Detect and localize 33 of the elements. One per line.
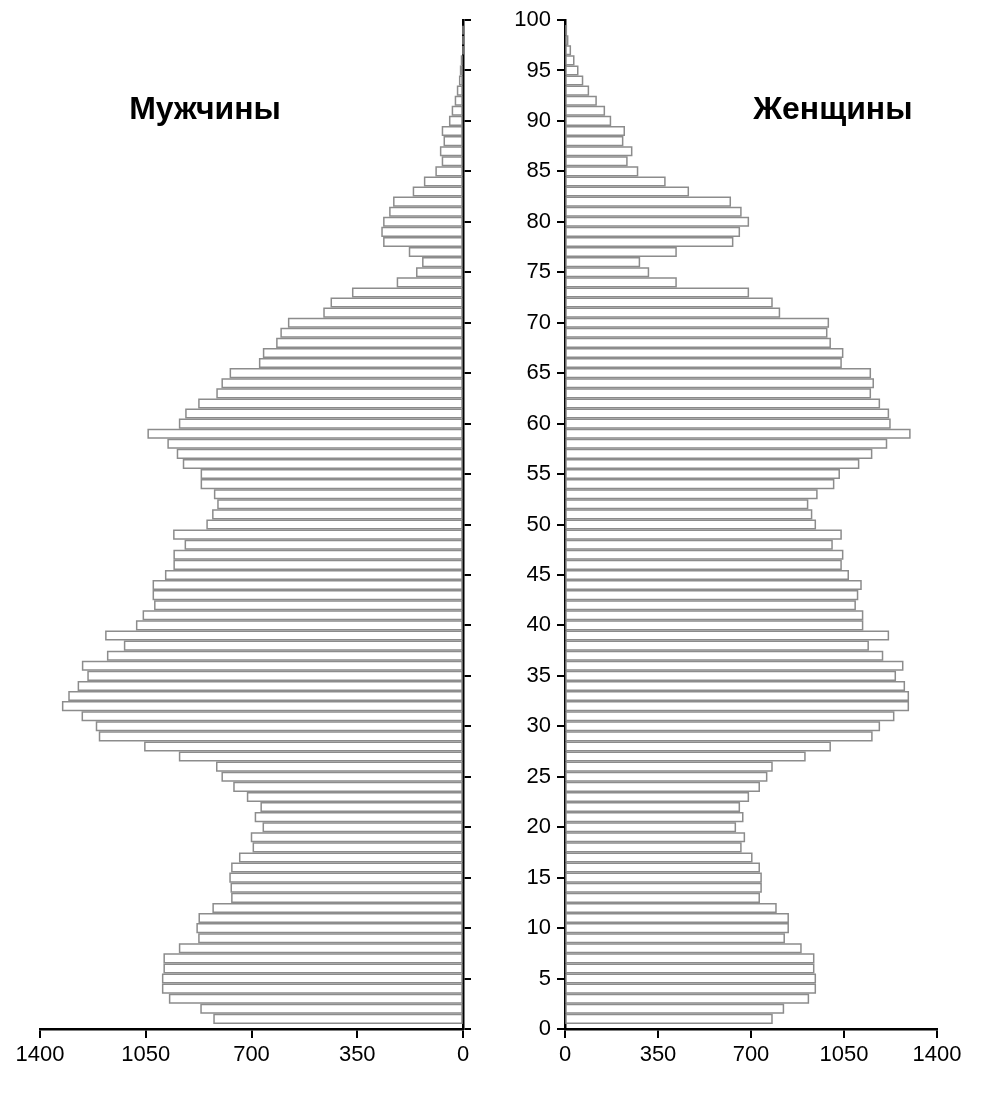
x-tick-label: 1400 — [912, 1041, 962, 1067]
text: Мужчины — [129, 89, 281, 126]
y-tick-label: 25 — [526, 762, 551, 788]
text: Женщины — [752, 89, 913, 126]
x-tick-label: 0 — [558, 1041, 572, 1067]
y-tick-label: 5 — [538, 964, 551, 990]
y-tick-label: 60 — [526, 409, 551, 435]
x-tick-label: 700 — [233, 1041, 270, 1067]
y-tick-label: 85 — [526, 157, 551, 183]
x-tick-label: 0 — [456, 1041, 470, 1067]
y-tick-label: 45 — [526, 561, 551, 587]
y-tick-label: 35 — [526, 661, 551, 687]
y-tick-label: 40 — [526, 611, 551, 637]
y-tick-label: 0 — [538, 1015, 551, 1041]
y-tick-label: 20 — [526, 813, 551, 839]
y-tick-label: 50 — [526, 510, 551, 536]
x-tick-label: 1050 — [819, 1041, 869, 1067]
y-tick-label: 80 — [526, 207, 551, 233]
y-tick-label: 100 — [514, 6, 551, 32]
x-tick-label: 1050 — [121, 1041, 171, 1067]
x-tick-label: 700 — [732, 1041, 770, 1067]
x-tick-label: 1400 — [15, 1041, 65, 1067]
x-tick-label: 350 — [338, 1041, 376, 1067]
y-tick-label: 30 — [526, 712, 551, 738]
y-tick-label: 90 — [526, 106, 551, 132]
y-tick-label: 15 — [526, 863, 551, 889]
y-tick-label: 70 — [526, 308, 551, 334]
y-tick-label: 55 — [526, 460, 551, 486]
y-tick-label: 10 — [526, 914, 551, 940]
x-tick-label: 350 — [639, 1041, 677, 1067]
y-tick-label: 75 — [526, 258, 551, 284]
y-tick-label: 95 — [526, 56, 551, 82]
y-tick-label: 65 — [526, 359, 551, 385]
